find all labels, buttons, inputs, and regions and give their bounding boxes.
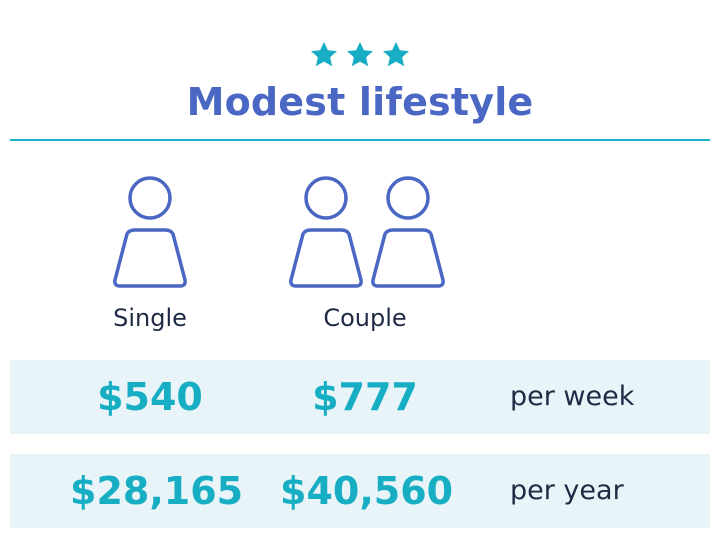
yearly-single-amount: $28,165 (70, 469, 244, 513)
weekly-single-amount: $540 (97, 375, 203, 419)
single-label: Single (113, 304, 187, 332)
weekly-row: $540 $777 per week (10, 360, 710, 434)
person-icon (289, 176, 363, 288)
rating-stars (0, 40, 720, 70)
star-icon (311, 41, 337, 67)
star-icon (347, 41, 373, 67)
person-icon (113, 176, 187, 288)
page-title: Modest lifestyle (186, 80, 534, 124)
yearly-period-label: per year (510, 475, 624, 506)
title-divider (10, 139, 710, 141)
person-icon (371, 176, 445, 288)
weekly-couple-amount: $777 (312, 375, 418, 419)
yearly-couple-amount: $40,560 (280, 469, 454, 513)
weekly-period-label: per week (510, 381, 635, 412)
yearly-row: $28,165 $40,560 per year (10, 454, 710, 528)
star-icon (383, 41, 409, 67)
couple-label: Couple (323, 304, 407, 332)
